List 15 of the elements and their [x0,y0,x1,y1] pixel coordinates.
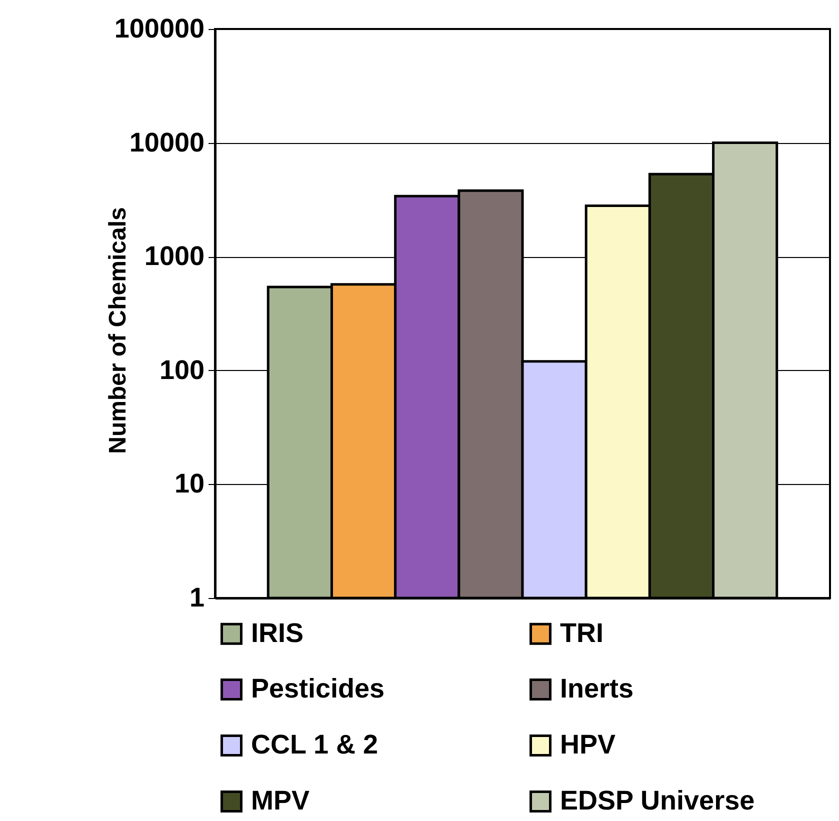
legend-label: CCL 1 & 2 [251,730,378,760]
legend-label: TRI [560,618,604,648]
y-axis-title: Number of Chemicals [104,207,132,454]
legend-label: MPV [251,786,310,816]
y-tick-label: 10 [174,468,204,499]
y-tick-label: 10000 [129,127,204,158]
y-tick-label: 100 [159,354,204,385]
legend-label: Pesticides [251,674,385,704]
y-tick-label: 1000 [144,241,204,272]
y-tick-label: 100000 [114,14,204,44]
legend-label: HPV [560,730,616,760]
legend-label: Inerts [560,674,634,704]
y-tick-label: 1 [189,582,204,612]
legend-label: IRIS [251,618,304,648]
legend-label: EDSP Universe [560,786,755,816]
